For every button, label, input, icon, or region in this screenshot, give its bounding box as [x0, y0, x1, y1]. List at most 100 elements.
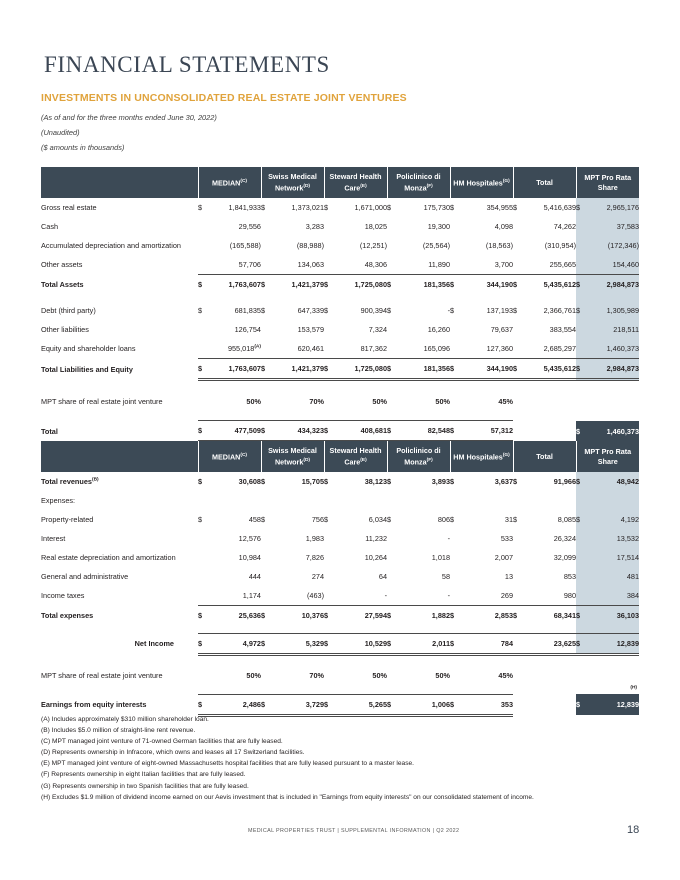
income-statement-table: MEDIAN(C) Swiss Medical Network(D) Stewa…	[41, 441, 640, 717]
cell-value-highlight: 12,839	[588, 694, 640, 715]
currency-symbol	[513, 339, 524, 359]
cell-value: 533	[500, 534, 514, 543]
cell-value: (165,588)	[229, 241, 261, 250]
row-label: Cash	[41, 222, 59, 231]
header-policlinico-di-monza: Policlinico di Monza(F)	[386, 441, 451, 472]
cell-value: 10,984	[238, 553, 261, 562]
header-blank	[41, 167, 199, 198]
spacer-row-note: (H)	[41, 685, 639, 694]
currency-symbol: $	[387, 632, 399, 656]
table-row: General and administrative 444 274 64 58…	[41, 567, 640, 586]
cell-value: 26,324	[553, 534, 577, 543]
cell-value: 57,706	[238, 260, 261, 269]
row-label: Other assets	[41, 260, 83, 270]
cell-value: 45%	[498, 671, 514, 680]
section-title: INVESTMENTS IN UNCONSOLIDATED REAL ESTAT…	[41, 92, 407, 104]
row-label: Total	[41, 426, 58, 436]
currency-symbol	[450, 236, 461, 255]
cell-value: 1,841,933	[228, 203, 261, 212]
cell-value: 50%	[435, 671, 451, 680]
cell-value: 784	[461, 632, 514, 656]
cell-value: 2,853	[461, 605, 514, 625]
cell-value: (88,988)	[296, 241, 325, 250]
cell-value: 383,554	[549, 325, 577, 334]
cell-value: 3,637	[494, 477, 514, 486]
currency-symbol: $	[324, 203, 329, 212]
footnote-e: (E) MPT managed joint venture of eight-o…	[41, 760, 414, 768]
cell-value: 1,421,379	[272, 274, 325, 294]
currency-symbol: $	[324, 693, 336, 717]
cell-value: 79,637	[490, 325, 514, 334]
cell-value-highlight: 1,460,373	[588, 420, 640, 442]
currency-symbol	[576, 236, 589, 255]
table-row: Cash 29,556 3,283 18,025 19,300 4,098 74…	[41, 217, 640, 236]
currency-symbol	[576, 217, 589, 236]
cell-value: 32,099	[553, 553, 577, 562]
cell-value: 681,835	[234, 306, 261, 315]
cell-value: 50%	[246, 671, 261, 680]
cell-value: 57,312	[461, 420, 514, 443]
subtitle-period: (As of and for the three months ended Ju…	[41, 113, 217, 122]
cell-value: 10,376	[272, 605, 325, 625]
currency-symbol	[198, 255, 209, 275]
cell-value: 1,671,000	[354, 203, 388, 212]
currency-symbol	[450, 255, 461, 275]
currency-symbol: $	[513, 515, 518, 524]
cell-value: 12,839	[588, 632, 640, 656]
currency-symbol: $	[198, 358, 209, 381]
cell-value: 1,983	[305, 534, 325, 543]
currency-symbol	[513, 320, 524, 339]
cell-value	[524, 694, 576, 715]
cell-value: 7,826	[305, 553, 325, 562]
cell-value: (25,564)	[422, 241, 451, 250]
table-row: Gross real estate $1,841,933 $1,373,021 …	[41, 198, 640, 217]
currency-symbol: $	[198, 515, 203, 524]
cell-value: 255,665	[549, 260, 577, 269]
cell-value: 48,942	[588, 472, 640, 491]
row-label: Real estate depreciation and amortizatio…	[41, 553, 176, 562]
cell-value: 384	[588, 586, 640, 606]
currency-symbol	[324, 217, 335, 236]
cell-value	[524, 421, 576, 442]
currency-symbol	[450, 320, 461, 339]
table-row: Debt (third party) $681,835 $647,339 $90…	[41, 301, 640, 320]
spacer-row	[41, 380, 639, 392]
currency-symbol	[387, 320, 398, 339]
cell-value: -	[447, 534, 451, 543]
cell-value: 1,763,607	[209, 358, 261, 381]
currency-symbol: $	[576, 694, 589, 715]
cell-value: 175,730	[423, 203, 451, 212]
cell-value: 29,556	[238, 222, 261, 231]
currency-symbol: $	[324, 477, 329, 486]
cell-value: 91,966	[553, 477, 577, 486]
currency-symbol	[576, 392, 588, 411]
currency-symbol	[576, 255, 589, 275]
currency-symbol: $	[450, 632, 462, 656]
currency-symbol	[513, 217, 524, 236]
currency-symbol	[324, 339, 335, 359]
cell-value: 17,514	[588, 548, 640, 567]
currency-symbol: $	[387, 274, 399, 294]
row-label: Total Liabilities and Equity	[41, 364, 133, 374]
cell-value: 817,362	[360, 344, 388, 353]
cell-value: 481	[588, 567, 640, 586]
cell-value: 181,356	[398, 274, 451, 294]
cell-value: 74,262	[553, 222, 577, 231]
cell-value: 70%	[309, 671, 325, 680]
cell-value: 477,509	[209, 420, 261, 443]
cell-value	[588, 666, 639, 685]
cell-value: 45%	[498, 396, 514, 406]
currency-symbol: $	[387, 477, 392, 486]
cell-value: 2,486	[209, 693, 261, 717]
cell-value: 64	[378, 572, 388, 581]
row-label: Total expenses	[41, 610, 94, 620]
cell-value: 165,096	[423, 344, 451, 353]
currency-symbol: $	[576, 472, 589, 491]
currency-symbol: $	[261, 203, 266, 212]
currency-symbol	[261, 320, 272, 339]
currency-symbol: $	[450, 605, 462, 625]
cell-value: 1,373,021	[291, 203, 325, 212]
currency-symbol: $	[513, 306, 518, 315]
table-row-total: Total $477,509 $434,323 $408,681 $82,548…	[41, 420, 640, 443]
currency-symbol: $	[198, 693, 209, 717]
